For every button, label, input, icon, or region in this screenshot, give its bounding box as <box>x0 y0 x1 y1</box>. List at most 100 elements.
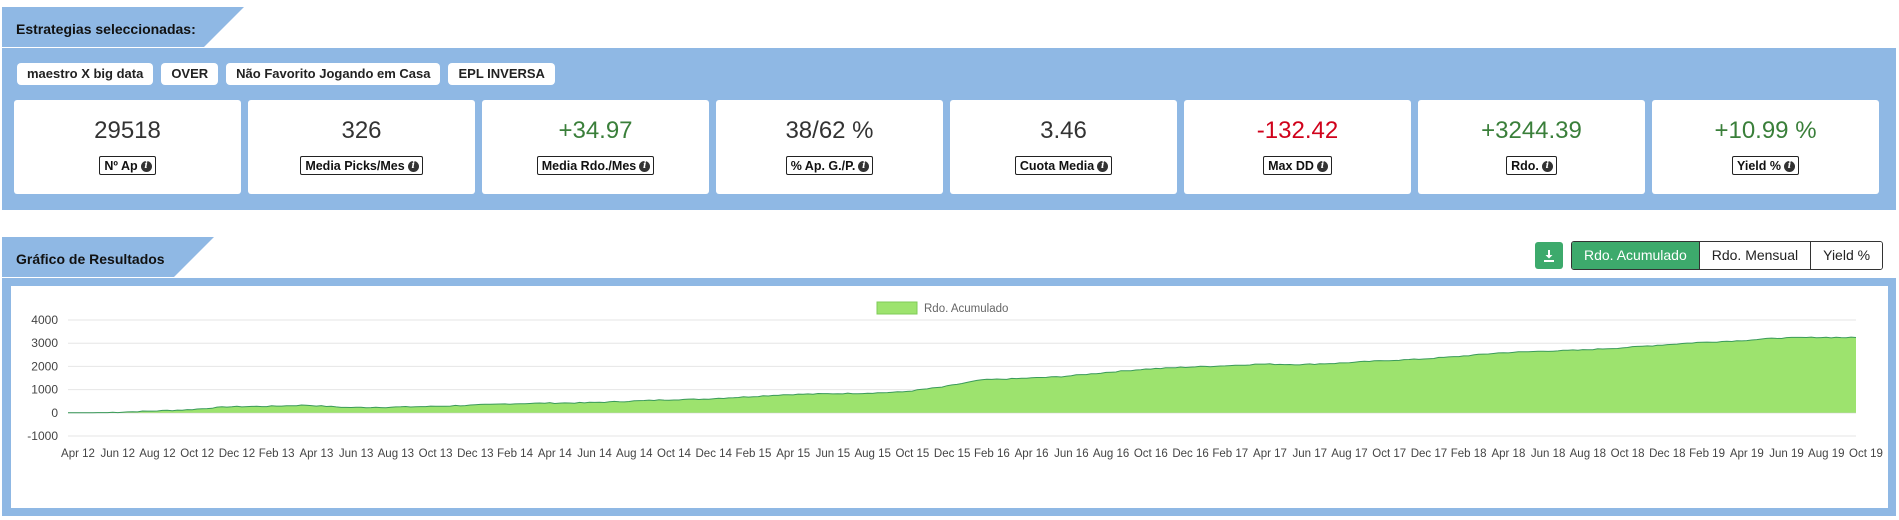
toggle-yield[interactable]: Yield % <box>1810 242 1883 269</box>
stat-card-ap-gp: 38/62 % % Ap. G./P. i <box>716 100 943 194</box>
stat-label-text: Cuota Media <box>1019 159 1095 173</box>
stat-value: +34.97 <box>558 117 633 144</box>
x-tick-label: Jun 19 <box>1769 448 1804 460</box>
toggle-rdo-mensual[interactable]: Rdo. Mensual <box>1698 242 1811 269</box>
x-tick-label: Oct 16 <box>1134 448 1168 460</box>
x-tick-label: Feb 18 <box>1451 448 1487 460</box>
x-tick-label: Feb 15 <box>736 448 772 460</box>
x-tick-label: Feb 17 <box>1212 448 1248 460</box>
x-tick-label: Dec 12 <box>219 448 255 460</box>
x-tick-label: Aug 16 <box>1093 448 1129 460</box>
y-tick-label: 4000 <box>31 313 58 327</box>
x-tick-label: Jun 14 <box>577 448 612 460</box>
x-tick-label: Apr 16 <box>1015 448 1049 460</box>
stat-label-text: Media Picks/Mes <box>305 159 405 173</box>
area-fill <box>68 337 1856 413</box>
x-tick-label: Dec 14 <box>696 448 733 460</box>
chart-mode-toggle: Rdo. Acumulado Rdo. Mensual Yield % <box>1571 241 1884 270</box>
legend-swatch[interactable] <box>876 301 918 315</box>
chart-container: 4000 3000 2000 1000 0 -1000 Apr 12 Jun 12 Aug 1… <box>11 286 1888 508</box>
info-icon[interactable]: i <box>140 160 152 172</box>
stat-card-max-dd: -132.42 Max DD i <box>1184 100 1411 194</box>
x-tick-label: Jun 16 <box>1054 448 1089 460</box>
x-tick-label: Oct 15 <box>895 448 929 460</box>
stat-label[interactable]: Yield % i <box>1732 156 1799 175</box>
stat-value: 29518 <box>94 117 161 144</box>
x-tick-label: Oct 13 <box>419 448 453 460</box>
x-tick-label: Feb 19 <box>1689 448 1725 460</box>
stat-label[interactable]: Cuota Media i <box>1014 156 1113 175</box>
x-tick-label: Apr 19 <box>1730 448 1764 460</box>
x-tick-label: Dec 16 <box>1172 448 1208 460</box>
y-tick-label: 3000 <box>31 336 58 350</box>
x-tick-label: Apr 17 <box>1253 448 1287 460</box>
stat-label-text: Max DD <box>1268 159 1314 173</box>
x-tick-label: Jun 12 <box>100 448 135 460</box>
area-line <box>68 336 1857 414</box>
info-icon[interactable]: i <box>858 160 870 172</box>
stat-card-media-rdo: +34.97 Media Rdo./Mes i <box>482 100 709 194</box>
info-icon[interactable]: i <box>639 160 651 172</box>
x-tick-label: Aug 14 <box>616 448 653 460</box>
x-tick-label: Aug 13 <box>378 448 414 460</box>
toggle-rdo-acumulado[interactable]: Rdo. Acumulado <box>1572 242 1699 269</box>
x-tick-label: Dec 18 <box>1649 448 1685 460</box>
x-tick-label: Jun 13 <box>339 448 374 460</box>
x-tick-label: Dec 13 <box>457 448 493 460</box>
x-tick-label: Dec 17 <box>1411 448 1447 460</box>
x-tick-label: Jun 17 <box>1292 448 1327 460</box>
info-icon[interactable]: i <box>1316 160 1328 172</box>
y-tick-label: 0 <box>51 406 58 420</box>
x-tick-label: Oct 12 <box>180 448 214 460</box>
strategy-chip[interactable]: Não Favorito Jogando em Casa <box>226 63 441 85</box>
info-icon[interactable]: i <box>1097 160 1109 172</box>
strategy-chip[interactable]: OVER <box>161 63 219 85</box>
chart-section-title: Gráfico de Resultados <box>16 251 165 267</box>
strategies-panel: maestro X big data OVER Não Favorito Jog… <box>2 48 1896 210</box>
stat-value: 326 <box>341 117 382 144</box>
info-icon[interactable]: i <box>407 160 419 172</box>
stat-label[interactable]: Rdo. i <box>1506 156 1557 175</box>
stat-label[interactable]: Nº Ap i <box>99 156 156 175</box>
x-tick-label: Apr 18 <box>1491 448 1525 460</box>
x-tick-label: Apr 15 <box>776 448 810 460</box>
stat-card-cuota-media: 3.46 Cuota Media i <box>950 100 1177 194</box>
x-tick-label: Apr 14 <box>538 448 572 460</box>
stat-label-text: Rdo. <box>1511 159 1539 173</box>
strategy-chips: maestro X big data OVER Não Favorito Jog… <box>17 63 555 85</box>
x-tick-label: Oct 14 <box>657 448 691 460</box>
y-tick-label: 2000 <box>31 359 58 373</box>
stat-card-yield: +10.99 % Yield % i <box>1652 100 1879 194</box>
stat-label-text: Media Rdo./Mes <box>541 159 637 173</box>
info-icon[interactable]: i <box>1784 160 1795 172</box>
x-tick-label: Jun 15 <box>816 448 851 460</box>
stat-card-media-picks: 326 Media Picks/Mes i <box>248 100 475 194</box>
strategies-title: Estrategias seleccionadas: <box>16 21 196 37</box>
download-icon <box>1544 249 1554 262</box>
stat-label[interactable]: Media Picks/Mes i <box>300 156 423 175</box>
x-tick-label: Feb 13 <box>259 448 295 460</box>
strategy-chip[interactable]: EPL INVERSA <box>448 63 555 85</box>
stat-label[interactable]: Media Rdo./Mes i <box>536 156 655 175</box>
download-button[interactable] <box>1535 242 1563 269</box>
stat-label-text: Nº Ap <box>104 159 138 173</box>
strategy-chip[interactable]: maestro X big data <box>17 63 154 85</box>
info-icon[interactable]: i <box>1541 160 1553 172</box>
x-tick-label: Oct 19 <box>1849 448 1883 460</box>
legend-label[interactable]: Rdo. Acumulado <box>924 303 1008 315</box>
stat-value: 38/62 % <box>785 117 874 144</box>
stat-label[interactable]: Max DD i <box>1263 156 1332 175</box>
strategies-header: Estrategias seleccionadas: <box>2 7 244 47</box>
x-tick-label: Feb 14 <box>497 448 533 460</box>
x-tick-label: Oct 17 <box>1372 448 1406 460</box>
y-tick-label: -1000 <box>27 429 58 443</box>
stat-label[interactable]: % Ap. G./P. i <box>785 156 874 175</box>
x-tick-label: Aug 18 <box>1570 448 1606 460</box>
y-tick-label: 1000 <box>31 383 58 397</box>
stat-card-n-ap: 29518 Nº Ap i <box>14 100 241 194</box>
x-tick-label: Aug 15 <box>854 448 890 460</box>
stat-label-text: Yield % <box>1737 159 1781 173</box>
chart-header: Gráfico de Resultados <box>2 237 214 277</box>
stats-cards: 29518 Nº Ap i 326 Media Picks/Mes i +34.97… <box>14 100 1879 194</box>
x-tick-label: Aug 12 <box>139 448 175 460</box>
